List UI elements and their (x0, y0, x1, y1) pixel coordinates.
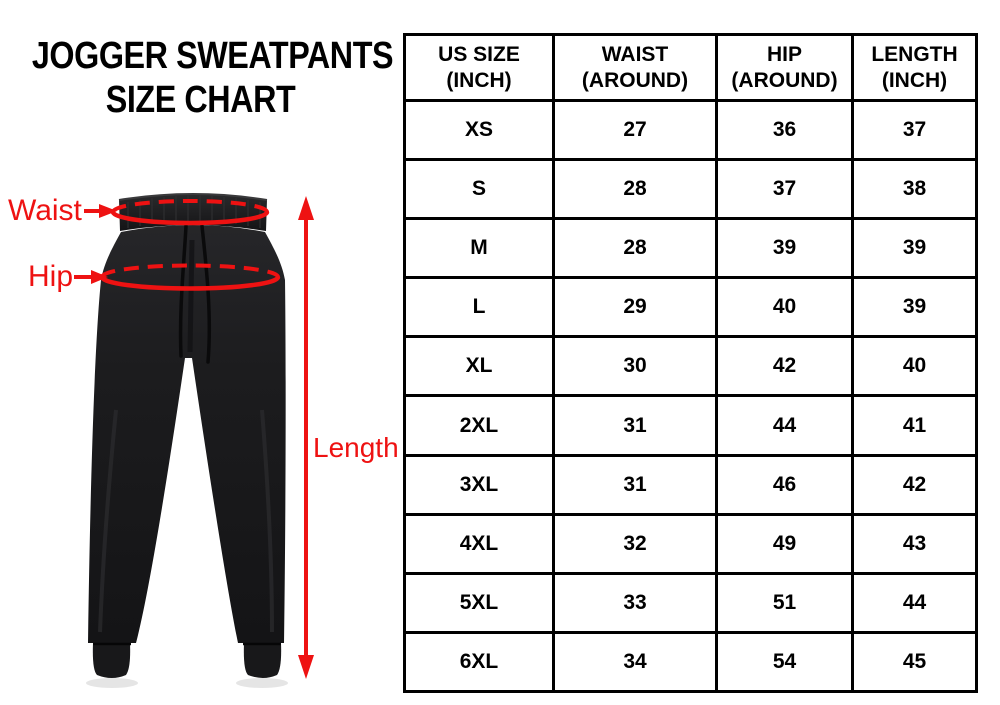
value-cell: 33 (552, 571, 718, 634)
table-row-XS: XS 27 36 37 (403, 98, 978, 162)
size-cell: 4XL (403, 512, 555, 575)
value-cell: 51 (715, 571, 854, 634)
value-cell: 40 (715, 276, 854, 339)
value-cell: 44 (715, 394, 854, 457)
length-arrow-head-top (298, 196, 314, 220)
value-cell: 39 (851, 217, 978, 280)
pants-silhouette (88, 225, 286, 643)
value-cell: 34 (552, 630, 718, 694)
waist-label: Waist (8, 194, 83, 227)
table-row-6XL: 6XL 34 54 45 (403, 630, 978, 694)
value-cell: 38 (851, 158, 978, 221)
size-cell: XL (403, 335, 555, 398)
size-cell: 2XL (403, 394, 555, 457)
length-arrow-head-bottom (298, 655, 314, 679)
value-cell: 41 (851, 394, 978, 457)
shadow-right (236, 678, 288, 688)
table-row-S: S 28 37 38 (403, 158, 978, 221)
size-table-body: XS 27 36 37 S 28 37 38 M 28 39 39 L 29 40 39 XL 30 42 40 2XL… (403, 98, 978, 694)
size-cell: S (403, 158, 555, 221)
value-cell: 54 (715, 630, 854, 694)
value-cell: 31 (552, 453, 718, 516)
header-cell-0: US SIZE (INCH) (403, 33, 555, 102)
value-cell: 37 (851, 98, 978, 162)
fly-seam (187, 239, 195, 353)
value-cell: 43 (851, 512, 978, 575)
size-cell: M (403, 217, 555, 280)
value-cell: 39 (851, 276, 978, 339)
hip-ellipse-dashed-arc (100, 263, 280, 278)
value-cell: 30 (552, 335, 718, 398)
value-cell: 29 (552, 276, 718, 339)
value-cell: 36 (715, 98, 854, 162)
value-cell: 44 (851, 571, 978, 634)
value-cell: 49 (715, 512, 854, 575)
left-cuff (92, 643, 131, 678)
table-row-2XL: 2XL 31 44 41 (403, 394, 978, 457)
page-title: JOGGER SWEATPANTS SIZE CHART (0, 34, 400, 122)
size-cell: 5XL (403, 571, 555, 634)
table-row-3XL: 3XL 31 46 42 (403, 453, 978, 516)
table-row-XL: XL 30 42 40 (403, 335, 978, 398)
size-cell: XS (403, 98, 555, 162)
value-cell: 42 (715, 335, 854, 398)
value-cell: 39 (715, 217, 854, 280)
header-cell-2: HIP (AROUND) (715, 33, 854, 102)
value-cell: 45 (851, 630, 978, 694)
value-cell: 27 (552, 98, 718, 162)
table-row-5XL: 5XL 33 51 44 (403, 571, 978, 634)
value-cell: 32 (552, 512, 718, 575)
value-cell: 42 (851, 453, 978, 516)
waist-arrow-head (99, 204, 117, 218)
waistband-top-edge (118, 193, 268, 201)
size-table-head: US SIZE (INCH) WAIST (AROUND) HIP (AROUND) LEN… (403, 33, 978, 102)
value-cell: 46 (715, 453, 854, 516)
waist-ellipse-dashed-arc (111, 199, 269, 213)
waist-ellipse-solid-arc (110, 211, 270, 226)
size-cell: 6XL (403, 630, 555, 694)
waistband-ribs (127, 195, 261, 228)
hip-label: Hip (28, 260, 73, 293)
page-title-line1: JOGGER SWEATPANTS (31, 35, 394, 77)
value-cell: 28 (552, 217, 718, 280)
table-row-M: M 28 39 39 (403, 217, 978, 280)
shadow-left (86, 678, 138, 688)
hip-ellipse-solid-arc (99, 276, 281, 291)
header-row: US SIZE (INCH) WAIST (AROUND) HIP (AROUND) LEN… (403, 33, 978, 102)
header-cell-1: WAIST (AROUND) (552, 33, 718, 102)
size-table: US SIZE (INCH) WAIST (AROUND) HIP (AROUND) LEN… (403, 33, 978, 694)
jogger-pants-diagram: Waist Hip Length (8, 193, 399, 688)
value-cell: 31 (552, 394, 718, 457)
header-cell-3: LENGTH (INCH) (851, 33, 978, 102)
right-leg-crease (260, 409, 274, 633)
hip-arrow-head (91, 270, 108, 284)
right-cuff (243, 643, 282, 678)
page-title-line2: SIZE CHART (105, 79, 295, 121)
value-cell: 37 (715, 158, 854, 221)
length-label: Length (313, 432, 399, 463)
size-cell: 3XL (403, 453, 555, 516)
left-leg-crease (98, 409, 118, 633)
size-cell: L (403, 276, 555, 339)
value-cell: 40 (851, 335, 978, 398)
table-row-L: L 29 40 39 (403, 276, 978, 339)
table-row-4XL: 4XL 32 49 43 (403, 512, 978, 575)
value-cell: 28 (552, 158, 718, 221)
